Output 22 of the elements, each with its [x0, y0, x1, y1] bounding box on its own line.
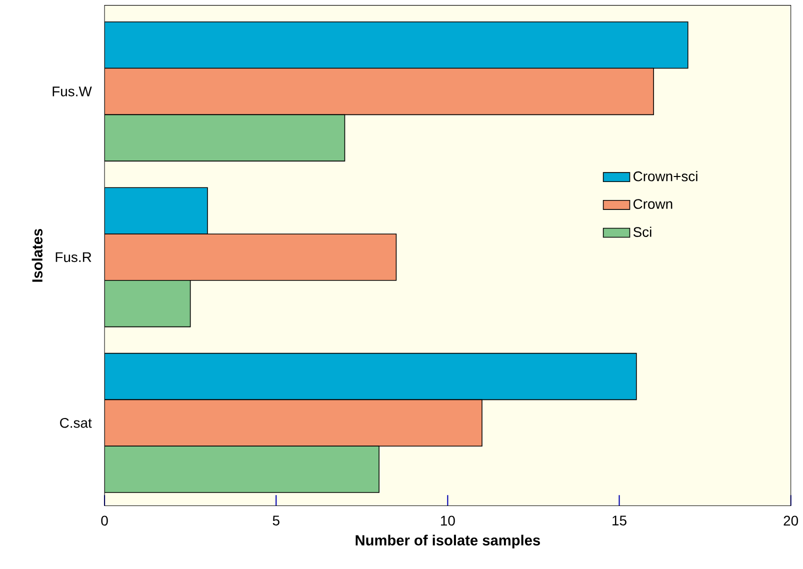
- bar: [104, 352, 637, 400]
- bar: [104, 445, 380, 493]
- x-tick-label: 10: [440, 516, 455, 526]
- x-axis-title: Number of isolate samples: [356, 534, 540, 548]
- y-tick-label: Fus.R: [56, 252, 92, 262]
- x-tick-label: 5: [272, 516, 280, 526]
- legend-label: Crown: [634, 198, 672, 209]
- y-tick-label: Fus.W: [52, 86, 92, 96]
- bar: [104, 233, 397, 281]
- y-axis-title: Isolates: [32, 228, 43, 282]
- bar: [104, 186, 208, 234]
- legend-label: Crown+sci: [634, 170, 698, 182]
- bar: [104, 280, 191, 327]
- bar: [104, 68, 654, 115]
- y-tick-label: C.sat: [60, 418, 92, 428]
- bar: [104, 399, 482, 446]
- x-tick-label: 20: [784, 516, 798, 526]
- x-tick-label: 0: [101, 516, 108, 526]
- x-tick-label: 15: [612, 516, 626, 526]
- legend-label: Sci: [633, 226, 652, 237]
- bar: [104, 21, 688, 68]
- bar: [104, 114, 346, 162]
